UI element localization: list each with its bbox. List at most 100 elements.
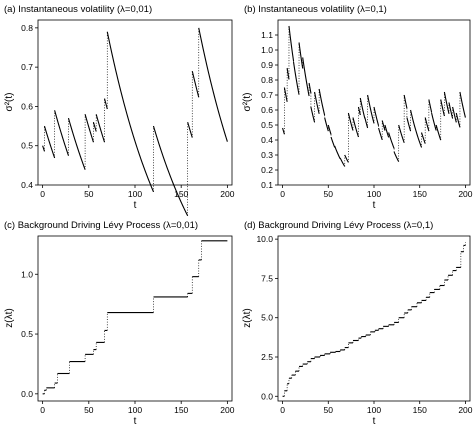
panel-b-x-tick-label: 150 xyxy=(413,189,427,199)
panel-b-series-segment xyxy=(364,117,369,129)
panel-b-x-label: t xyxy=(373,200,376,211)
panel-a-plot-frame xyxy=(37,19,233,186)
panel-a-series-segment xyxy=(67,118,86,170)
panel-b-series-segment xyxy=(283,87,288,102)
panel-d-x-tick-label: 50 xyxy=(324,405,334,415)
panel-a-x-tick-label: 0 xyxy=(40,189,45,199)
panel-d-y-tick-label: 10.0 xyxy=(256,234,273,244)
panel-c-ticks: 0 50 100 150 200 0.0 0.5 1.0 xyxy=(21,269,235,415)
panel-b-series-segment xyxy=(398,124,405,143)
panel-b-series-segment xyxy=(359,97,366,119)
panel-b-series-segment xyxy=(324,117,329,132)
panel-d-plot-frame xyxy=(277,235,471,402)
panel-a-series-segment xyxy=(54,110,70,156)
panel-b-series-segment xyxy=(443,91,450,114)
panel-b-series-segment xyxy=(393,151,400,162)
panel-b-series-segment xyxy=(373,106,380,126)
panel-b-series-segment xyxy=(357,106,361,116)
panel-b-x-tick-label: 50 xyxy=(324,189,334,199)
panel-d-x-tick-label: 100 xyxy=(367,405,381,415)
panel-b-ticks: 0 50 100 150 200 0.1 0.2 0.3 0.4 0.5 0.6 0.7 0.8 0.9 1… xyxy=(261,30,473,199)
panel-a-series-segment xyxy=(43,125,56,159)
panel-c-y-tick-label: 0.0 xyxy=(21,389,33,399)
panel-d-y-tick-label: 5.0 xyxy=(261,313,273,323)
panel-b-y-label: σ²(t) xyxy=(242,93,253,112)
panel-d-y-tick-label: 0.0 xyxy=(261,391,273,401)
panel-b-x-tick-label: 100 xyxy=(367,189,381,199)
panel-d-y-tick-label: 2.5 xyxy=(261,352,273,362)
panel-d-x-tick-label: 0 xyxy=(280,405,285,415)
panel-b-series-segment xyxy=(327,124,332,135)
panel-b-x-tick-label: 0 xyxy=(280,189,285,199)
panel-b-y-tick-label: 0.8 xyxy=(261,75,273,85)
panel-b-series-segment xyxy=(388,132,395,149)
panel-b-y-tick-label: 0.4 xyxy=(261,135,273,145)
panel-a-x-tick-label: 50 xyxy=(84,189,94,199)
panel-a-x-label: t xyxy=(134,200,137,211)
panel-a-x-tick-label: 100 xyxy=(128,189,142,199)
panel-b-series-segment xyxy=(302,57,310,97)
panel-b-series-segment xyxy=(310,106,316,123)
panel-a-y-tick-label: 0.5 xyxy=(21,141,33,151)
panel-b-series-segment xyxy=(339,157,346,167)
panel-b-series-segment xyxy=(440,99,445,117)
panel-b-y-tick-label: 0.9 xyxy=(261,60,273,70)
panel-a-series-segment xyxy=(106,31,154,193)
panel-b-x-tick-label: 200 xyxy=(458,189,472,199)
panel-b-series-segment xyxy=(435,124,442,141)
panel-b-series-segment xyxy=(403,94,408,109)
panel-b-series-segment xyxy=(334,145,341,160)
panel-c-x-tick-label: 200 xyxy=(220,405,234,415)
panel-a-y-tick-label: 0.4 xyxy=(21,180,33,190)
panel-a-series-segment xyxy=(92,121,97,132)
panel-a-y-tick-label: 0.7 xyxy=(21,62,33,72)
panel-b-series-segment xyxy=(459,91,466,118)
panel-b-series-segment xyxy=(318,88,326,116)
panel-c-y-tick-label: 1.0 xyxy=(21,269,33,279)
panel-a-y-label: σ²(t) xyxy=(4,93,15,112)
panel-b-y-tick-label: 0.3 xyxy=(261,150,273,160)
panel-a-x-tick-label: 200 xyxy=(220,189,234,199)
panel-c-y-tick-label: 0.5 xyxy=(21,329,33,339)
panel-b-series-segment xyxy=(421,132,426,144)
panel-b-series xyxy=(282,25,466,167)
panel-b-series-segment xyxy=(282,127,285,135)
panel-b-series-segment xyxy=(448,102,454,119)
panel-c-plot-frame xyxy=(37,235,233,402)
panel-b-series-segment xyxy=(455,112,461,128)
panel-c-title: (c) Background Driving Lévy Process (λ=0… xyxy=(4,220,198,231)
panel-d-y-label: z(λt) xyxy=(242,308,253,327)
panel-a: (a) Instantaneous volatility (λ=0,01) t … xyxy=(4,4,235,217)
panel-c-x-tick-label: 0 xyxy=(40,405,45,415)
panel-d-y-tick-label: 7.5 xyxy=(261,273,273,283)
panel-d-x-label: t xyxy=(373,416,376,427)
panel-c-x-tick-label: 50 xyxy=(84,405,94,415)
panel-b-series-segment xyxy=(347,112,354,131)
panel-b-series-segment xyxy=(381,120,386,131)
panel-b-series-segment xyxy=(406,117,412,132)
panel-b-series-segment xyxy=(452,106,457,123)
panel-b-series-segment xyxy=(410,109,416,129)
panel-d-title: (d) Background Driving Lévy Process (λ=0… xyxy=(244,220,433,231)
panel-c-x-label: t xyxy=(134,416,137,427)
panel-b-series-segment xyxy=(367,94,375,124)
panel-b-y-tick-label: 1.1 xyxy=(261,30,273,40)
panel-a-series-segment xyxy=(95,114,106,143)
panel-b-series-segment xyxy=(308,82,312,94)
panel-d-series xyxy=(282,242,466,397)
panel-b-y-tick-label: 0.6 xyxy=(261,105,273,115)
panel-a-series-segment xyxy=(198,27,228,142)
panel-b-series-segment xyxy=(292,61,300,95)
panel-b-y-tick-label: 0.7 xyxy=(261,90,273,100)
panel-c-x-tick-label: 150 xyxy=(174,405,188,415)
panel-b-series-segment xyxy=(414,127,423,148)
panel-b-series-segment xyxy=(428,99,433,113)
panel-a-series-segment xyxy=(187,121,193,138)
panel-b-title: (b) Instantaneous volatility (λ=0,1) xyxy=(244,4,387,15)
panel-a-x-tick-label: 150 xyxy=(174,189,188,199)
panel-b-series-segment xyxy=(314,91,320,114)
panel-d: (d) Background Driving Lévy Process (λ=0… xyxy=(242,220,473,427)
panel-a-series-segment xyxy=(103,98,108,110)
panel-b-series-segment xyxy=(378,127,383,141)
